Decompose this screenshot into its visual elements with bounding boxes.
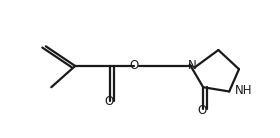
Text: N: N (188, 59, 197, 72)
Text: O: O (197, 104, 206, 117)
Text: NH: NH (235, 84, 252, 97)
Text: O: O (104, 95, 113, 108)
Text: O: O (129, 59, 138, 72)
